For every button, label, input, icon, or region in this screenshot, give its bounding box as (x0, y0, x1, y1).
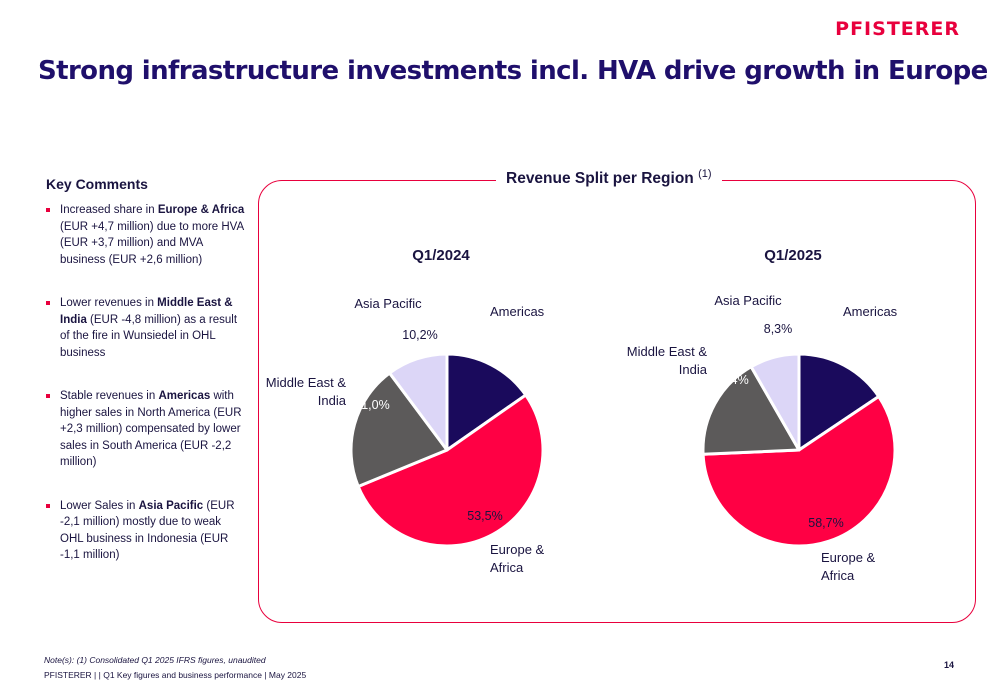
pie-title: Q1/2024 (412, 247, 470, 264)
pie-slice-middle-east-india (701, 365, 801, 456)
pie-data-label: 58,7% (808, 516, 843, 530)
pie-slice-europe-africa (701, 395, 897, 548)
pie-category-label-line: Americas (843, 304, 898, 319)
pie-category-label-line: Africa (821, 568, 855, 583)
pie-data-label: 15,6% (820, 336, 855, 350)
pie-category-label: Europe & Africa (490, 542, 545, 575)
pie-data-label: 10,2% (402, 328, 437, 342)
pie-category-label-line: Asia Pacific (354, 296, 422, 311)
pie-category-label: Asia Pacific (714, 293, 782, 308)
pie-category-label-line: Africa (490, 560, 524, 575)
pie-slice-middle-east-india (349, 371, 449, 488)
pie-category-label: Asia Pacific (354, 296, 422, 311)
comment-text: (EUR -4,8 million) as a result of the fi… (60, 313, 238, 359)
comment-text: (EUR +4,7 million) due to more HVA (EUR … (60, 220, 244, 266)
pie-category-label: Europe & Africa (821, 550, 876, 583)
footer-note: Note(s): (1) Consolidated Q1 2025 IFRS f… (44, 655, 266, 665)
brand-logo: PFISTERER (835, 18, 960, 40)
comment-item: Lower Sales in Asia Pacific (EUR -2,1 mi… (46, 498, 246, 564)
comment-item: Lower revenues in Middle East & India (E… (46, 295, 246, 361)
pie-category-label-line: Middle East & (266, 375, 347, 390)
pie-data-label: 21,0% (354, 398, 389, 412)
key-comments: Key Comments Increased share in Europe &… (46, 176, 246, 591)
comment-text: with higher sales in North America (EUR … (60, 390, 242, 468)
comment-text: Lower revenues in (60, 297, 158, 309)
pie-data-label: 8,3% (764, 322, 793, 336)
pie-chart-1: Q1/2024 15,3% Americas 53,5% Europe & Africa 2… (266, 247, 545, 575)
panel-title-note-ref: (1) (698, 168, 712, 180)
comment-text: Lower Sales in (60, 499, 139, 512)
pie-category-label-line: Middle East & (627, 344, 708, 359)
pie-category-label: Americas (843, 304, 898, 319)
panel-title-text: Revenue Split per Region (506, 170, 694, 188)
pie-category-label: Middle East & India (627, 344, 708, 377)
comment-text: Stable revenues in (60, 390, 159, 402)
pie-slice-asia-pacific (388, 352, 449, 452)
page-title: Strong infrastructure investments incl. … (38, 56, 988, 86)
pie-slice-europe-africa (356, 393, 545, 548)
comment-item: Stable revenues in Americas with higher … (46, 388, 246, 471)
pie-category-label-line: Asia Pacific (714, 293, 782, 308)
pie-slice-americas (445, 352, 528, 452)
comment-highlight: Asia Pacific (138, 499, 204, 512)
footer-line: PFISTERER | | Q1 Key figures and busines… (44, 670, 307, 680)
pie-category-label: Middle East & India (266, 375, 347, 408)
pie-category-label-line: India (318, 393, 347, 408)
pie-slice-asia-pacific (749, 352, 801, 452)
pie-category-label-line: Europe & (821, 550, 876, 565)
comment-highlight: Europe & Africa (157, 204, 245, 216)
key-comments-heading: Key Comments (46, 176, 148, 192)
pie-chart-2: Q1/2025 15,6% Americas 58,7% Europe & Africa 1… (627, 247, 898, 583)
pie-category-label-line: India (679, 362, 708, 377)
pie-category-label: Americas (490, 304, 545, 319)
pie-data-label: 15,3% (466, 336, 501, 350)
key-comments-list: Increased share in Europe & Africa (EUR … (46, 202, 246, 564)
comment-highlight: Middle East & India (60, 297, 233, 326)
pie-title: Q1/2025 (764, 247, 822, 264)
comment-item: Increased share in Europe & Africa (EUR … (46, 202, 246, 268)
pie-data-label: 17,4% (713, 373, 748, 387)
pie-category-label-line: Americas (490, 304, 545, 319)
comment-text: Increased share in (60, 204, 158, 216)
pie-slice-americas (797, 352, 881, 452)
pie-category-label-line: Europe & (490, 542, 545, 557)
pie-data-label: 53,5% (467, 509, 502, 523)
page-number: 14 (943, 660, 954, 670)
panel-title: Revenue Split per Region (1) (496, 168, 722, 189)
comment-highlight: Americas (158, 390, 211, 402)
comment-text: (EUR -2,1 million) mostly due to weak OH… (60, 499, 235, 562)
